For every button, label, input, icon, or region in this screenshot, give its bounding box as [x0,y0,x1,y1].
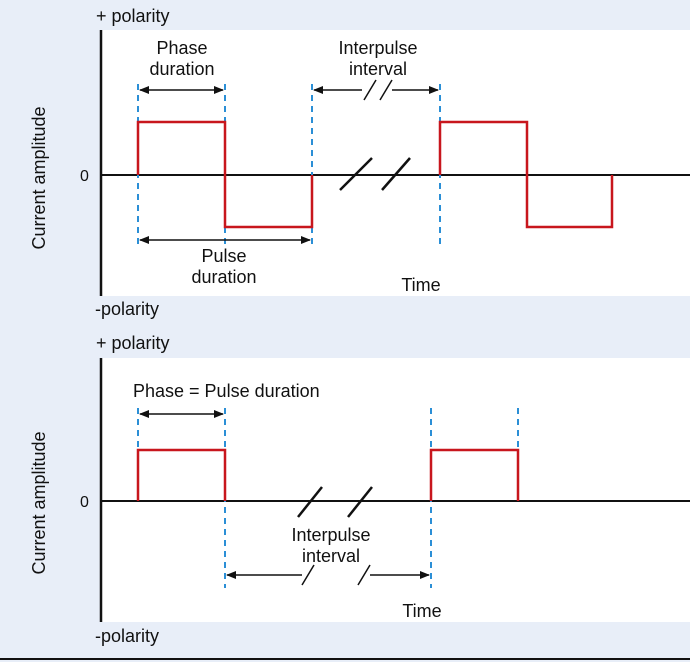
bottom-interpulse-label-2: interval [302,546,360,566]
top-plot-area [100,30,690,296]
top-phase-duration-label-2: duration [149,59,214,79]
bottom-time-break [297,486,373,518]
bottom-plot-area [100,358,690,622]
top-interpulse-arrow [313,79,439,101]
top-phase-duration-label-1: Phase [156,38,207,58]
bottom-positive-polarity-label: + polarity [96,333,170,353]
bottom-zero-label: 0 [80,494,89,511]
top-negative-polarity-label: -polarity [95,299,159,319]
bottom-interpulse-label-1: Interpulse [291,525,370,545]
top-x-axis-label: Time [401,275,440,295]
top-time-break [339,157,411,191]
bottom-negative-polarity-label: -polarity [95,626,159,646]
top-pulse-duration-label-2: duration [191,267,256,287]
top-biphasic-pulse-2 [438,120,614,229]
bottom-monophasic-pulse-1 [136,448,227,501]
top-positive-polarity-label: + polarity [96,6,170,26]
top-pulse-duration-label-1: Pulse [201,246,246,266]
top-zero-label: 0 [80,168,89,185]
top-interpulse-label-2: interval [349,59,407,79]
bottom-phase-pulse-label: Phase = Pulse duration [133,381,320,401]
top-biphasic-pulse-1 [136,120,314,229]
monophasic-panel: + polarity -polarity Current amplitude 0… [29,333,690,646]
bottom-interpulse-arrow [226,564,430,586]
top-y-axis-label: Current amplitude [29,106,49,249]
bottom-monophasic-pulse-2 [429,448,520,501]
top-interpulse-label-1: Interpulse [338,38,417,58]
bottom-y-axis-label: Current amplitude [29,431,49,574]
bottom-x-axis-label: Time [402,601,441,621]
biphasic-panel: + polarity -polarity Current amplitude 0… [29,6,690,319]
